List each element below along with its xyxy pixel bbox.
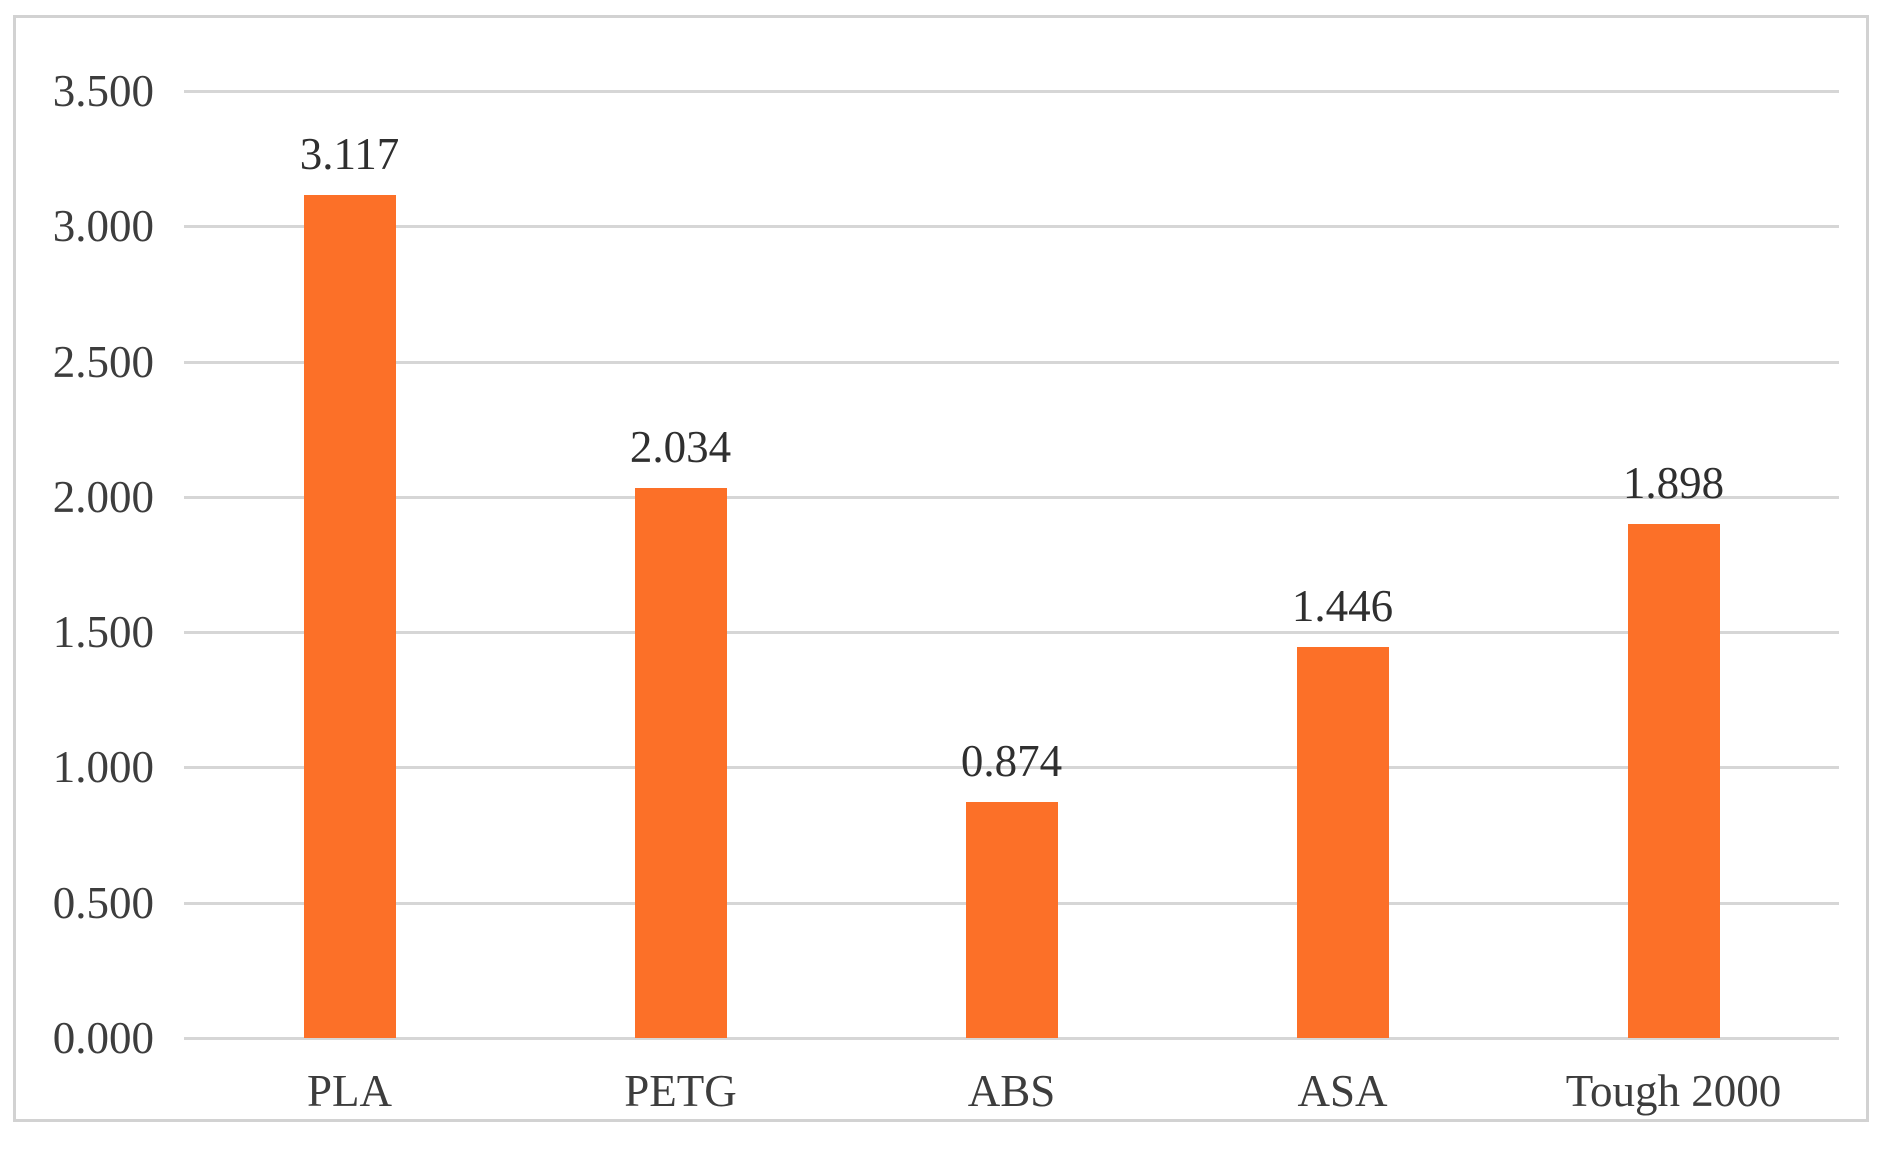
gridline-2.500	[184, 360, 1839, 364]
gridline-0.000	[184, 1037, 1839, 1040]
y-tick-label: 0.000	[52, 1013, 154, 1063]
bar-asa	[1296, 646, 1389, 1038]
bar-slot-tough-2000: 1.898	[1508, 91, 1839, 1038]
gridline-3.000	[184, 225, 1839, 229]
gridline-2.000	[184, 495, 1839, 499]
y-tick-label: 2.000	[52, 471, 154, 522]
x-category-label-abs: ABS	[967, 1066, 1056, 1116]
x-category-label-asa: ASA	[1297, 1066, 1388, 1116]
y-tick-label: 1.500	[52, 607, 154, 658]
bar-slot-petg: 2.034	[515, 91, 846, 1038]
bar-petg	[634, 487, 727, 1038]
y-tick-label: 1.000	[52, 742, 154, 793]
bar-tough-2000	[1627, 524, 1720, 1038]
x-axis-labels: PLA PETG ABS ASA Tough 2000	[184, 1060, 1839, 1122]
bar-pla	[303, 194, 396, 1038]
y-tick-label: 2.500	[52, 336, 154, 387]
y-tick-label: 3.000	[52, 201, 154, 252]
x-category-label-petg: PETG	[624, 1066, 737, 1116]
bar-value-label: 2.034	[629, 421, 732, 472]
bars-group: 3.117 2.034 0.874 1.446 1.898	[184, 91, 1839, 1038]
gridline-1.500	[184, 631, 1839, 635]
bar-abs	[965, 801, 1058, 1038]
y-tick-label: 0.500	[52, 877, 154, 928]
bar-slot-pla: 3.117	[184, 91, 515, 1038]
bar-value-label: 0.874	[960, 735, 1063, 786]
bar-value-label: 1.898	[1622, 458, 1725, 509]
chart-frame: 0.000 0.500 1.000 1.500 2.000 2.500 3.000 3.500…	[13, 15, 1869, 1122]
bar-value-label: 1.446	[1291, 580, 1394, 631]
bar-slot-asa: 1.446	[1177, 91, 1508, 1038]
bar-slot-abs: 0.874	[846, 91, 1177, 1038]
x-category-label-tough-2000: Tough 2000	[1565, 1066, 1782, 1116]
bar-value-label: 3.117	[299, 128, 400, 179]
plot-area: 0.000 0.500 1.000 1.500 2.000 2.500 3.000 3.500…	[53, 66, 1839, 1063]
gridline-1.000	[184, 766, 1839, 770]
y-tick-label: 3.500	[52, 66, 154, 116]
x-category-label-pla: PLA	[306, 1066, 392, 1116]
gridline-3.500	[184, 90, 1839, 93]
